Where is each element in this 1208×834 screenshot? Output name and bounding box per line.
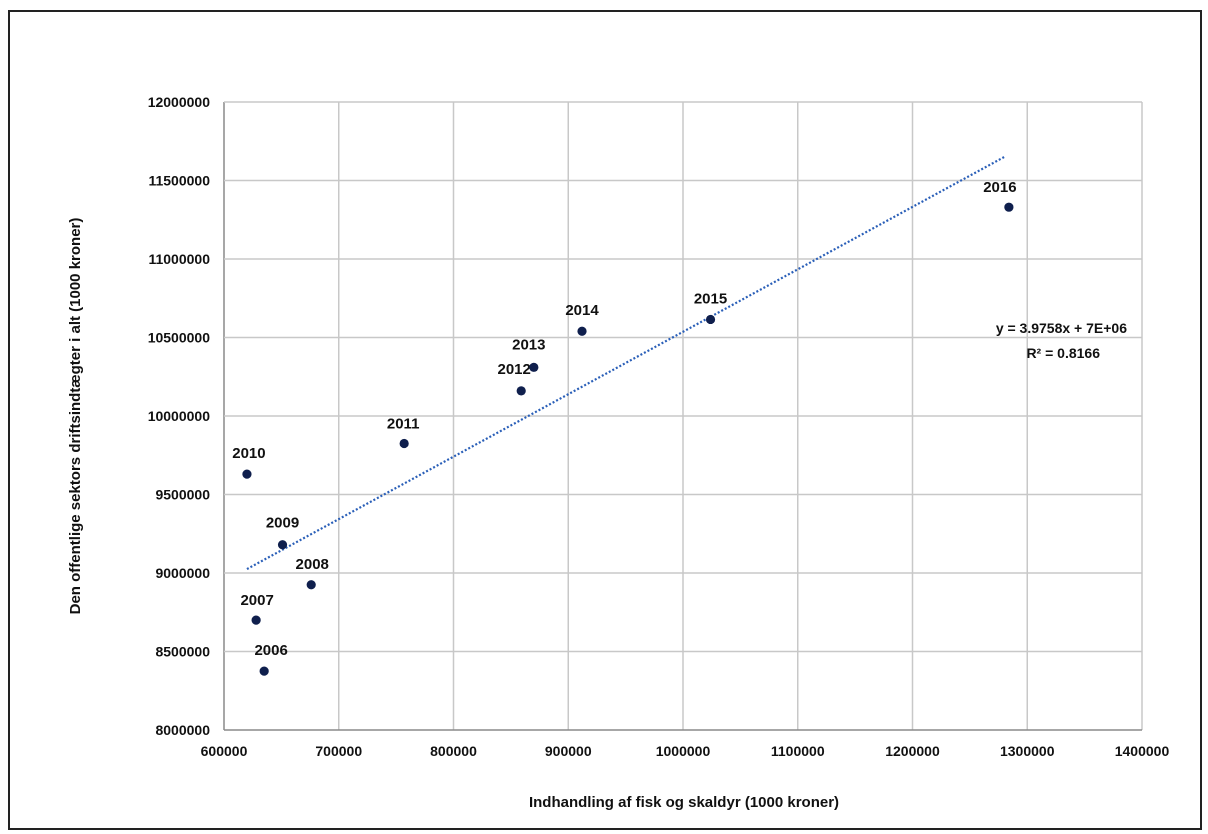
data-label-2013: 2013 <box>512 336 545 353</box>
data-label-2015: 2015 <box>694 290 727 307</box>
x-axis-title: Indhandling af fisk og skaldyr (1000 kro… <box>529 794 839 811</box>
data-points: 2006 2007 2008 2009 2010 2011 2012 2013 2014 2015… <box>232 179 1017 676</box>
x-tick-label: 1100000 <box>771 743 825 759</box>
y-tick-labels: 8000000 8500000 9000000 9500000 10000000 1050… <box>148 94 211 738</box>
x-tick-label: 1000000 <box>656 743 711 759</box>
data-point-2008 <box>306 580 316 590</box>
x-tick-labels: 600000 700000 800000 900000 1000000 1100000 12… <box>201 743 1170 759</box>
x-tick-label: 600000 <box>201 743 248 759</box>
data-label-2006: 2006 <box>254 642 287 659</box>
data-point-2011 <box>399 438 409 449</box>
data-label-2009: 2009 <box>266 515 299 532</box>
data-point-2016 <box>1004 202 1014 212</box>
data-point-2006 <box>259 666 269 676</box>
y-tick-label: 8500000 <box>155 644 210 660</box>
data-label-2008: 2008 <box>296 556 329 573</box>
x-tick-label: 1400000 <box>1115 743 1170 759</box>
x-tick-label: 800000 <box>430 743 477 759</box>
x-tick-label: 1300000 <box>1000 743 1055 759</box>
x-tick-label: 1200000 <box>885 743 940 759</box>
trendline <box>246 155 1005 571</box>
data-point-2007 <box>251 615 261 625</box>
x-tick-label: 900000 <box>545 743 592 759</box>
data-label-2012: 2012 <box>498 361 531 378</box>
y-tick-label: 10000000 <box>148 408 211 424</box>
data-label-2011: 2011 <box>387 415 420 432</box>
data-label-2007: 2007 <box>240 592 273 609</box>
grid-lines <box>223 101 1143 731</box>
data-label-2014: 2014 <box>565 302 599 319</box>
data-point-2015 <box>705 314 716 325</box>
y-tick-label: 10500000 <box>148 330 211 346</box>
data-point-2012 <box>516 386 526 396</box>
data-point-2010 <box>242 469 252 479</box>
data-point-2013 <box>529 362 539 372</box>
chart-frame <box>8 10 1202 830</box>
y-tick-label: 9500000 <box>155 487 210 503</box>
trendline-r-squared: R² = 0.8166 <box>1026 345 1100 361</box>
y-tick-label: 11500000 <box>148 173 210 189</box>
x-tick-label: 700000 <box>315 743 362 759</box>
data-point-2009 <box>277 540 288 550</box>
trendline-equation: y = 3.9758x + 7E+06 <box>996 320 1127 336</box>
y-tick-label: 9000000 <box>155 565 210 581</box>
y-tick-label: 8000000 <box>155 722 210 738</box>
trendline-group <box>246 155 1005 571</box>
data-label-2016: 2016 <box>983 179 1016 196</box>
y-tick-label: 11000000 <box>148 251 210 267</box>
data-point-2014 <box>577 326 587 336</box>
y-tick-label: 12000000 <box>148 94 211 110</box>
y-axis-title: Den offentlige sektors driftsindtægter i… <box>67 218 84 615</box>
data-label-2010: 2010 <box>232 445 265 462</box>
